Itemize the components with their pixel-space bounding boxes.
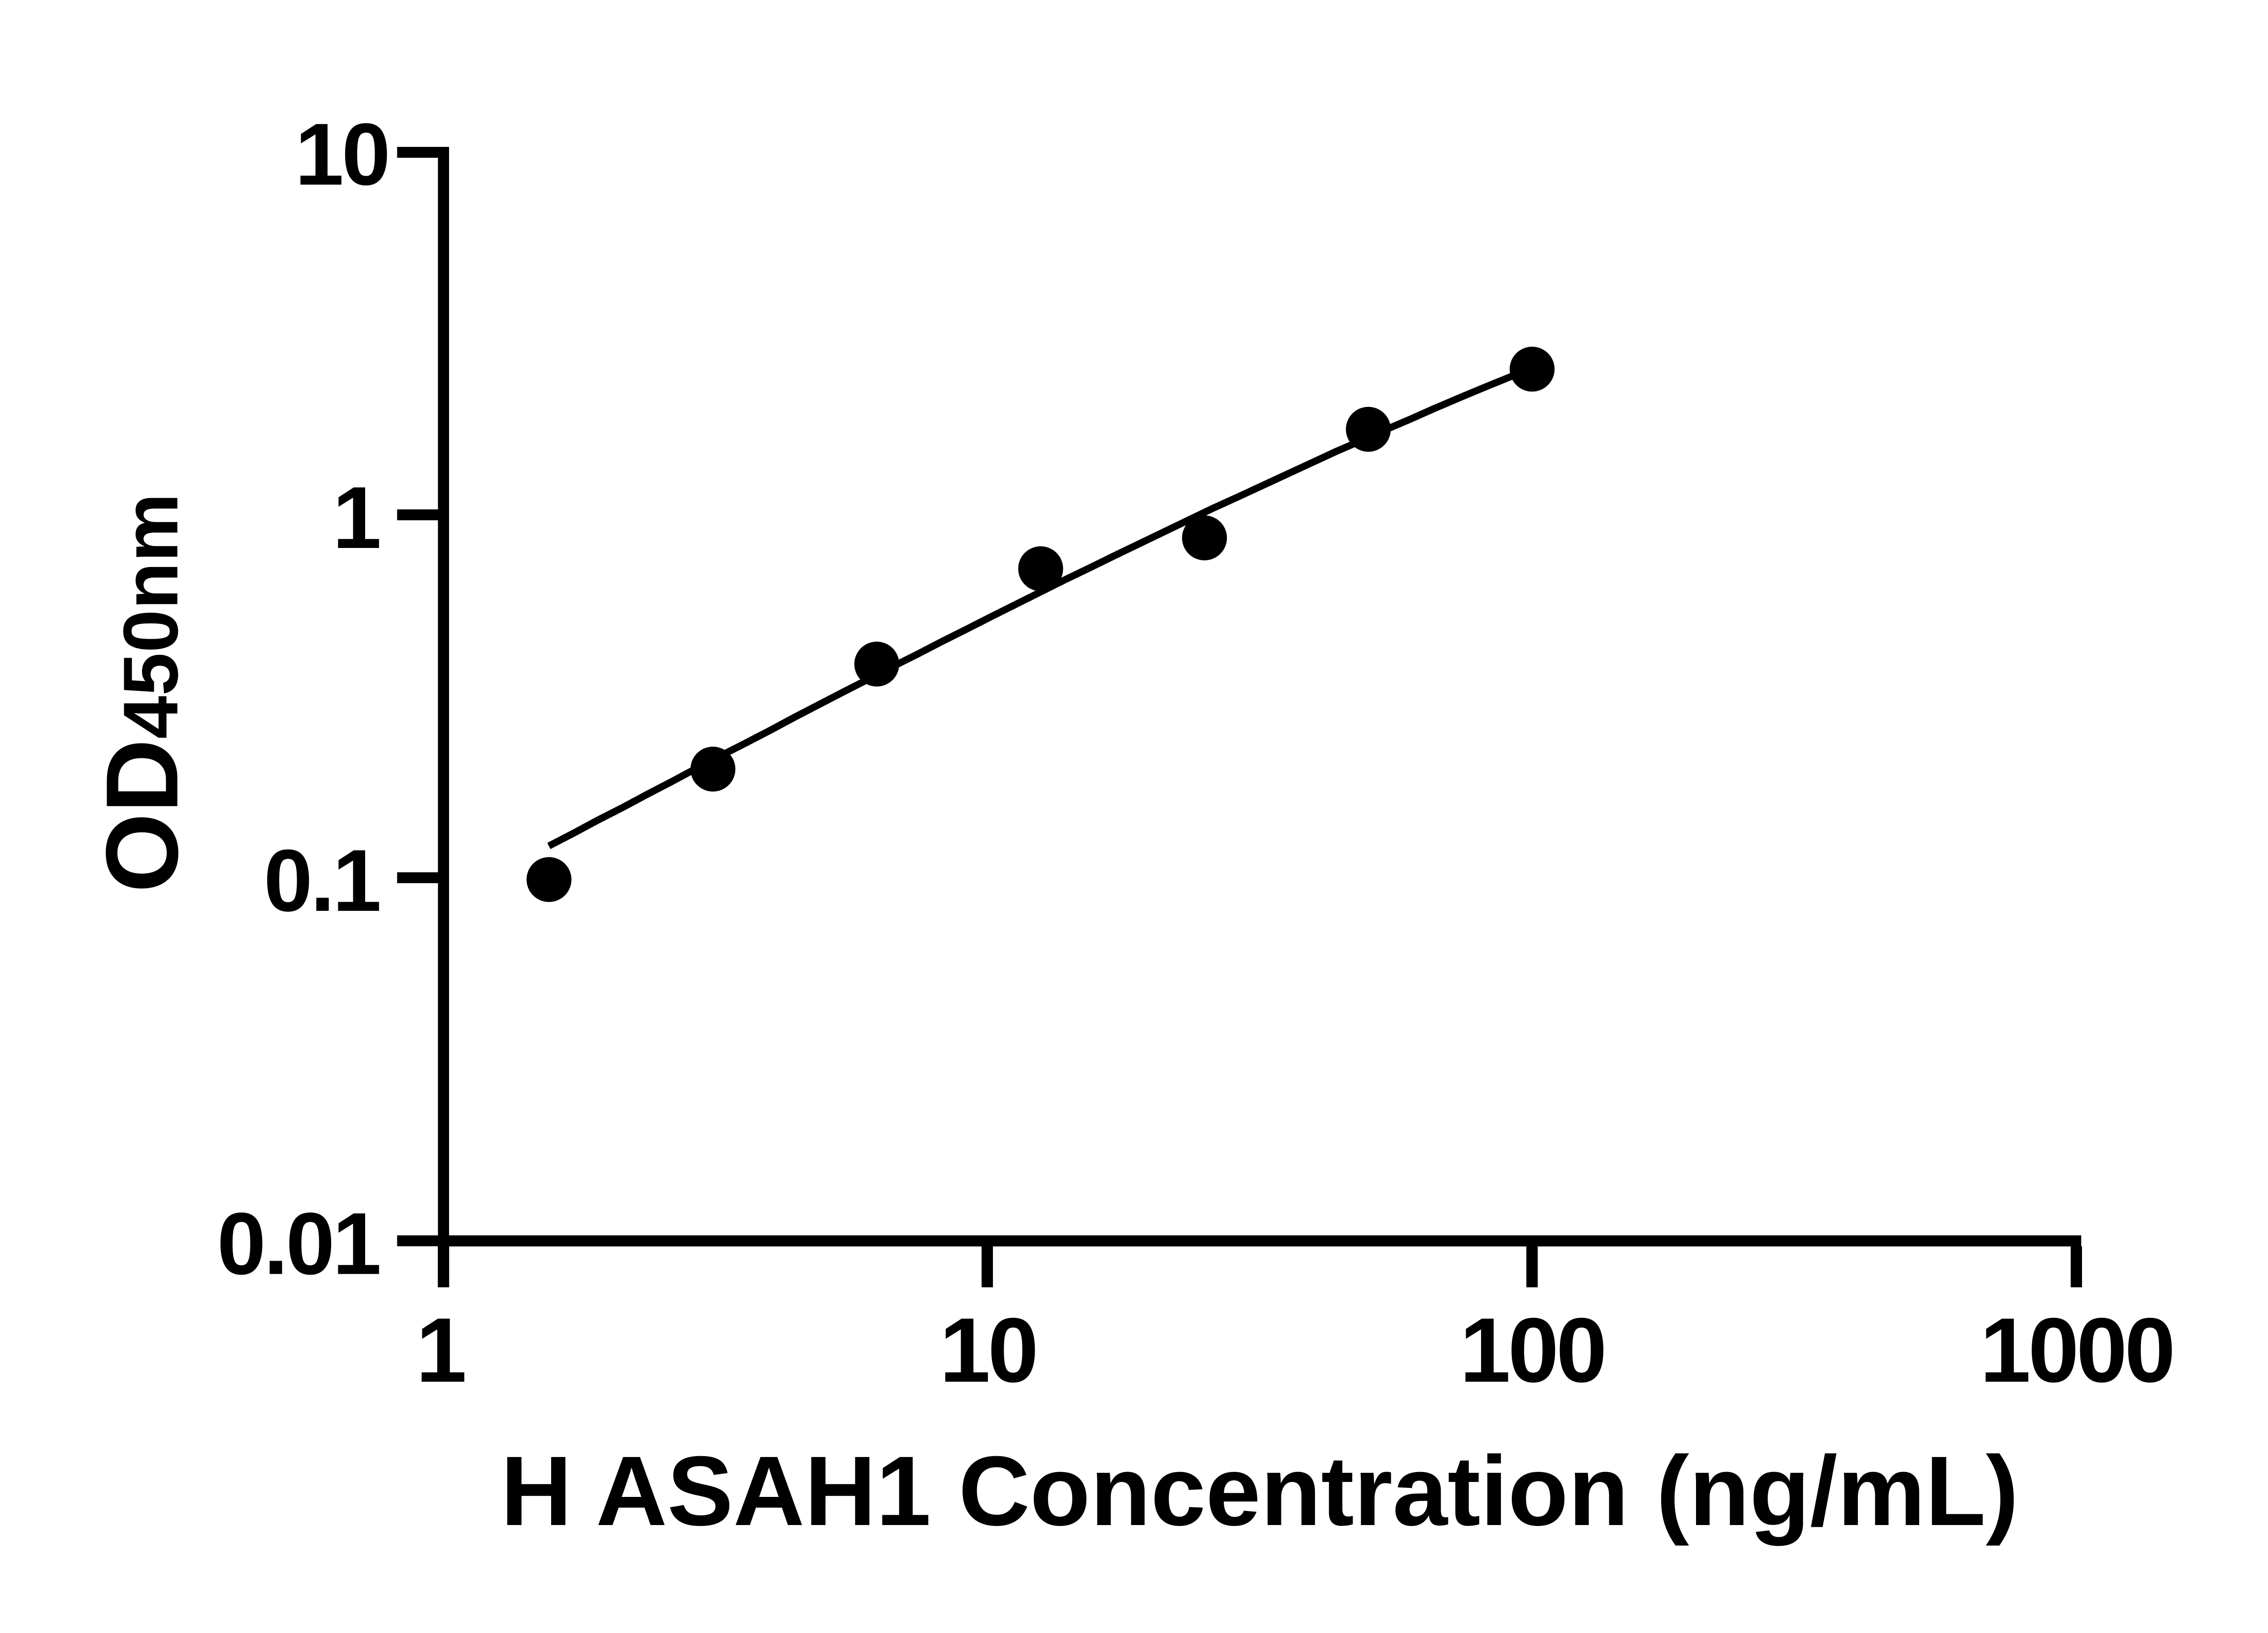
svg-text:1: 1 (416, 1299, 464, 1401)
svg-text:100: 100 (1460, 1299, 1604, 1401)
svg-text:10: 10 (939, 1299, 1036, 1401)
svg-text:1: 1 (332, 469, 379, 567)
svg-text:OD450nm: OD450nm (84, 493, 199, 893)
svg-text:H ASAH1 Concentration (ng/mL): H ASAH1 Concentration (ng/mL) (501, 1436, 2019, 1546)
svg-text:0.1: 0.1 (264, 831, 379, 930)
svg-text:1000: 1000 (1980, 1299, 2173, 1401)
svg-text:0.01: 0.01 (217, 1195, 379, 1293)
svg-text:10: 10 (295, 105, 388, 204)
